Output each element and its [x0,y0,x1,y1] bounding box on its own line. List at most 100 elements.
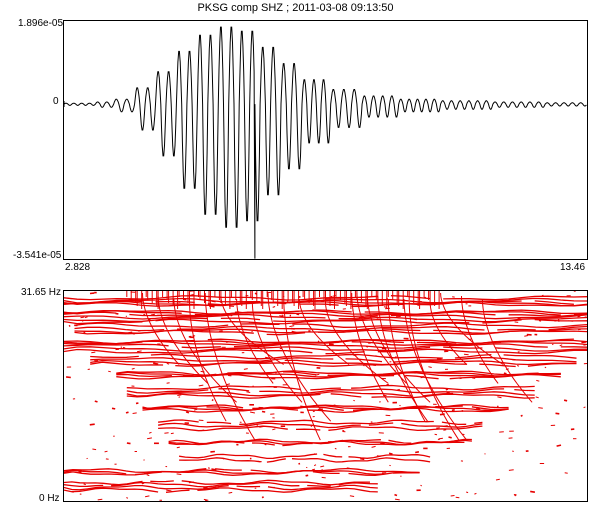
spectrogram-speckle [211,301,215,302]
spectrogram-speckle [226,342,228,343]
spectrogram-speckle [521,415,523,416]
spectrogram-speckle [66,377,71,378]
chart-title: PKSG comp SHZ ; 2011-03-08 09:13:50 [0,2,591,14]
spectrogram-speckle [145,496,149,497]
spec-y-bot-label: 0 Hz [39,493,60,504]
spectrogram-speckle [92,449,96,450]
spectrogram-speckle [450,345,455,346]
spectrogram-speckle [524,336,528,337]
spectrogram-speckle [451,496,455,497]
spectrogram-speckle [201,430,204,431]
spectrogram-speckle [446,389,448,390]
spectrogram-speckle [204,499,208,500]
spectrogram-speckle [153,363,158,364]
spectrogram-speckle [126,498,128,499]
spectrogram-speckle [364,365,365,366]
wave-y-top-label: 1.896e-05 [18,18,63,29]
spectrogram-speckle [68,298,72,299]
spectrogram-speckle [257,425,258,426]
spectrogram-speckle [452,410,455,411]
spectrogram-speckle [581,342,586,343]
spectrogram-speckle [190,295,193,296]
spectrogram-speckle [291,329,295,330]
spectrogram-speckle [564,400,567,401]
spectrogram-speckle [421,485,422,486]
spectrogram-speckle [208,468,209,469]
spectrogram-speckle [272,429,275,430]
spectrogram-speckle [536,380,539,381]
spectrogram-speckle [95,401,98,402]
spectrogram-speckle [560,345,563,346]
spectrogram-speckle [299,464,301,465]
spectrogram-speckle [314,454,316,455]
spectrogram-speckle [578,316,581,317]
spectrogram-speckle [536,397,539,398]
spectrogram-speckle [81,317,85,318]
spectrogram-speckle [494,409,495,410]
wave-y-bot-label: -3.541e-05 [13,250,61,261]
spectrogram-panel [63,290,588,502]
spectrogram-speckle [443,430,446,431]
spectrogram-speckle [177,447,180,448]
spectrogram-speckle [515,322,519,323]
spectrogram-speckle [385,308,390,309]
spectrogram-speckle [84,484,86,485]
spectrogram-speckle [384,307,387,308]
spectrogram-band [158,423,482,428]
page-root: PKSG comp SHZ ; 2011-03-08 09:13:50 1.89… [0,0,591,511]
spectrogram-speckle [199,385,204,386]
spectrogram-speckle [186,412,189,413]
spectrogram-speckle [444,426,448,427]
spectrogram-speckle [177,474,182,475]
spectrogram-speckle [312,469,315,470]
spectrogram-speckle [85,317,88,318]
spectrogram-speckle [463,434,465,435]
spectrogram-speckle [332,390,334,391]
spectrogram-speckle [314,465,316,466]
spectrogram-speckle [201,371,205,372]
spectrogram-speckle [496,479,500,480]
spectrogram-speckle [438,439,440,440]
spectrogram-speckle [167,383,170,384]
spec-y-top-label: 31.65 Hz [21,287,61,298]
spectrogram-speckle [466,492,468,493]
spectrogram-speckle [377,456,381,457]
spectrogram-speckle [177,395,181,396]
wave-x-right-label: 13.46 [560,262,585,273]
spectrogram-speckle [123,348,125,349]
spectrogram-speckle [395,495,398,496]
spectrogram-speckle [514,495,517,496]
spectrogram-speckle [127,443,131,444]
spectrogram-speckle [518,318,521,319]
spectrogram-speckle [389,453,392,454]
spectrogram-speckle [342,430,344,431]
spectrogram-speckle [132,368,135,369]
spectrogram-speckle [578,329,581,330]
spectrogram-band [127,394,535,398]
spectrogram-speckle [518,352,520,353]
waveform-svg [64,21,587,259]
spectrogram-speckle [509,470,514,471]
spectrogram-speckle [151,314,155,315]
spectrogram-speckle [472,378,475,379]
spectrogram-speckle [354,355,358,356]
spectrogram-arc [158,296,208,383]
spectrogram-speckle [246,392,250,393]
spectrogram-speckle [321,470,323,471]
spectrogram-speckle [179,397,181,398]
spectrogram-speckle [584,407,586,408]
spectrogram-speckle [517,366,519,367]
spectrogram-speckle [211,469,216,470]
spectrogram-speckle [440,414,445,415]
spectrogram-band [179,458,430,462]
spectrogram-speckle [414,319,417,320]
spectrogram-speckle [296,443,299,444]
spectrogram-speckle [112,408,115,409]
spectrogram-speckle [497,406,498,407]
spectrogram-speckle [456,497,460,498]
spectrogram-speckle [128,332,132,333]
spectrogram-speckle [289,326,294,327]
spectrogram-speckle [322,477,326,478]
spectrogram-speckle [273,307,275,308]
spectrogram-speckle [249,322,250,323]
